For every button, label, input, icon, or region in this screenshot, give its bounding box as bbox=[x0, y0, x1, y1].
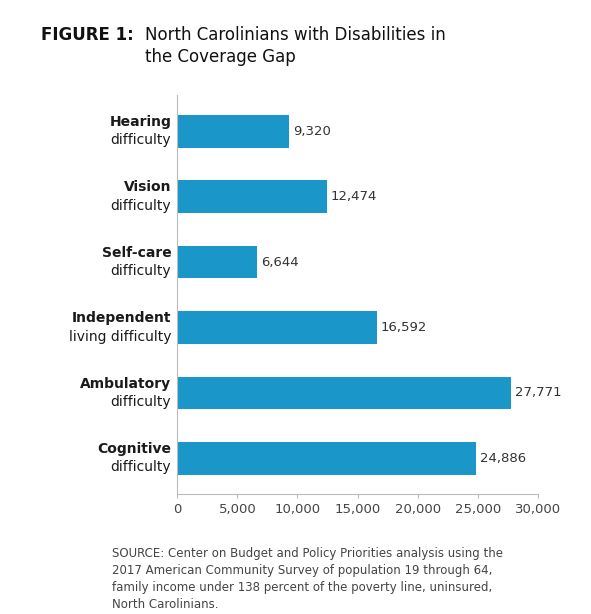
Text: SOURCE: Center on Budget and Policy Priorities analysis using the
2017 American : SOURCE: Center on Budget and Policy Prio… bbox=[112, 547, 504, 611]
Text: 12,474: 12,474 bbox=[331, 190, 377, 203]
Bar bbox=[177, 442, 476, 475]
Text: Independent: Independent bbox=[72, 311, 171, 325]
Text: Cognitive: Cognitive bbox=[98, 442, 171, 456]
Text: 24,886: 24,886 bbox=[480, 452, 526, 465]
Text: Ambulatory: Ambulatory bbox=[80, 377, 171, 391]
Bar bbox=[177, 246, 257, 278]
Bar bbox=[177, 181, 327, 213]
Text: 27,771: 27,771 bbox=[515, 386, 561, 399]
Text: 16,592: 16,592 bbox=[380, 321, 427, 334]
Bar bbox=[177, 115, 290, 147]
Text: difficulty: difficulty bbox=[111, 395, 171, 409]
Text: Self-care: Self-care bbox=[102, 246, 171, 260]
Text: North Carolinians with Disabilities in
the Coverage Gap: North Carolinians with Disabilities in t… bbox=[145, 26, 446, 66]
Text: difficulty: difficulty bbox=[111, 199, 171, 212]
Text: Vision: Vision bbox=[124, 181, 171, 195]
Text: 6,644: 6,644 bbox=[261, 255, 298, 268]
Text: difficulty: difficulty bbox=[111, 460, 171, 475]
Text: difficulty: difficulty bbox=[111, 264, 171, 278]
Bar bbox=[177, 311, 376, 344]
Text: 9,320: 9,320 bbox=[293, 125, 331, 138]
Text: FIGURE 1:: FIGURE 1: bbox=[41, 26, 134, 44]
Bar bbox=[177, 376, 511, 409]
Text: Hearing: Hearing bbox=[109, 115, 171, 129]
Text: difficulty: difficulty bbox=[111, 133, 171, 147]
Text: living difficulty: living difficulty bbox=[69, 330, 171, 344]
